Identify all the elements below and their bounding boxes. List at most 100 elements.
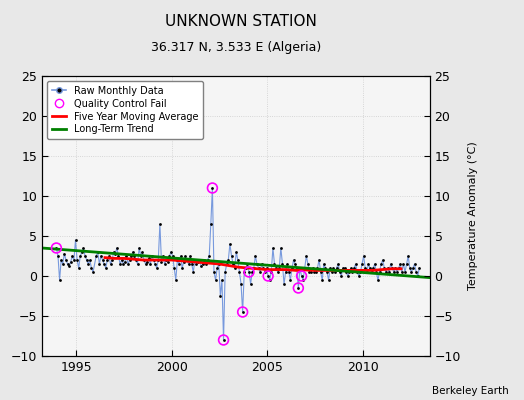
- Point: [391, 265, 400, 271]
- Point: [124, 261, 132, 267]
- Point: [291, 261, 299, 267]
- Point: [145, 255, 153, 262]
- Point: [243, 261, 252, 267]
- Point: [387, 261, 395, 267]
- Point: [175, 261, 183, 267]
- Point: [296, 265, 304, 271]
- Point: [258, 261, 266, 267]
- Point: [309, 265, 317, 271]
- Point: [128, 249, 137, 255]
- Point: [213, 265, 221, 271]
- Point: [269, 245, 277, 251]
- Point: [224, 257, 233, 263]
- Point: [263, 265, 271, 271]
- Point: [135, 245, 144, 251]
- Point: [372, 269, 380, 275]
- Point: [334, 261, 342, 267]
- Point: [156, 221, 164, 227]
- Point: [381, 269, 390, 275]
- Point: [227, 253, 236, 259]
- Point: [289, 257, 298, 263]
- Point: [84, 261, 92, 267]
- Point: [253, 261, 261, 267]
- Point: [108, 257, 116, 263]
- Point: [324, 277, 333, 283]
- Point: [173, 257, 182, 263]
- Point: [184, 261, 193, 267]
- Point: [132, 257, 140, 263]
- Point: [71, 237, 80, 243]
- Point: [353, 269, 362, 275]
- Point: [292, 265, 301, 271]
- Point: [106, 261, 115, 267]
- Point: [127, 253, 135, 259]
- Point: [238, 309, 247, 315]
- Point: [312, 269, 320, 275]
- Point: [130, 253, 139, 259]
- Point: [113, 245, 121, 251]
- Point: [114, 253, 123, 259]
- Point: [393, 269, 401, 275]
- Point: [256, 269, 264, 275]
- Point: [240, 269, 248, 275]
- Point: [352, 261, 360, 267]
- Point: [137, 253, 145, 259]
- Point: [297, 273, 305, 279]
- Point: [366, 265, 374, 271]
- Point: [278, 261, 287, 267]
- Point: [223, 261, 231, 267]
- Point: [347, 265, 355, 271]
- Point: [374, 277, 382, 283]
- Point: [92, 253, 101, 259]
- Point: [390, 269, 398, 275]
- Point: [398, 269, 406, 275]
- Point: [197, 263, 205, 270]
- Point: [266, 277, 274, 283]
- Point: [165, 253, 173, 259]
- Point: [238, 309, 247, 315]
- Point: [355, 273, 363, 279]
- Point: [121, 258, 129, 265]
- Point: [316, 269, 325, 275]
- Point: [100, 261, 108, 267]
- Point: [321, 265, 330, 271]
- Point: [363, 269, 371, 275]
- Point: [192, 261, 201, 267]
- Point: [277, 245, 285, 251]
- Point: [170, 265, 178, 271]
- Point: [245, 269, 253, 275]
- Point: [60, 250, 69, 257]
- Point: [370, 261, 379, 267]
- Point: [339, 265, 347, 271]
- Point: [285, 269, 293, 275]
- Point: [401, 269, 409, 275]
- Point: [63, 261, 72, 267]
- Point: [367, 269, 376, 275]
- Point: [359, 253, 368, 259]
- Point: [203, 257, 212, 263]
- Point: [412, 269, 420, 275]
- Point: [237, 281, 245, 287]
- Point: [294, 285, 302, 291]
- Point: [299, 277, 307, 283]
- Point: [315, 257, 323, 263]
- Point: [186, 253, 194, 259]
- Point: [138, 249, 147, 255]
- Point: [340, 265, 348, 271]
- Point: [152, 265, 161, 271]
- Point: [318, 277, 326, 283]
- Point: [183, 257, 191, 263]
- Point: [94, 249, 102, 255]
- Point: [259, 265, 268, 271]
- Point: [143, 258, 151, 265]
- Point: [134, 261, 142, 267]
- Point: [302, 253, 311, 259]
- Text: Berkeley Earth: Berkeley Earth: [432, 386, 508, 396]
- Point: [395, 265, 403, 271]
- Point: [178, 265, 187, 271]
- Point: [305, 269, 314, 275]
- Point: [68, 253, 77, 259]
- Point: [87, 265, 95, 271]
- Point: [261, 269, 269, 275]
- Point: [385, 269, 394, 275]
